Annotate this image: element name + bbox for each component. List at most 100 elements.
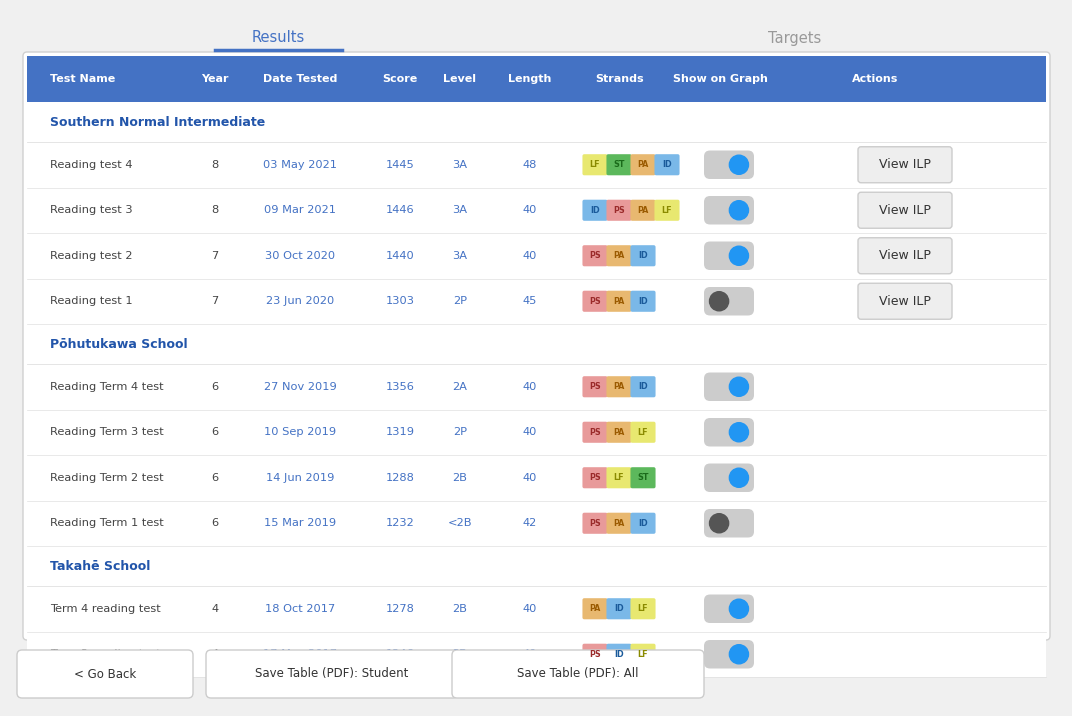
Text: Reading Term 3 test: Reading Term 3 test [50,427,164,437]
Text: 45: 45 [523,296,537,306]
FancyBboxPatch shape [630,376,656,397]
Text: Southern Normal Intermediate: Southern Normal Intermediate [50,115,265,128]
Text: PS: PS [613,205,625,215]
FancyBboxPatch shape [607,376,631,397]
Text: 1288: 1288 [386,473,415,483]
Text: 1278: 1278 [386,604,415,614]
FancyBboxPatch shape [27,56,1046,102]
Text: PS: PS [590,251,601,260]
Text: 6: 6 [211,518,219,528]
Text: ID: ID [638,251,647,260]
Text: 15 Mar 2019: 15 Mar 2019 [264,518,336,528]
FancyBboxPatch shape [206,650,458,698]
Text: 40: 40 [523,205,537,216]
Text: 6: 6 [211,427,219,437]
Text: 4: 4 [211,649,219,659]
FancyBboxPatch shape [704,196,754,225]
Text: 1445: 1445 [386,160,415,170]
Text: 1246: 1246 [386,649,414,659]
FancyBboxPatch shape [27,102,1046,142]
FancyBboxPatch shape [630,154,656,175]
Text: Save Table (PDF): All: Save Table (PDF): All [518,667,639,680]
Text: 1446: 1446 [386,205,414,216]
Text: Actions: Actions [852,74,898,84]
FancyBboxPatch shape [582,598,608,619]
Text: 4: 4 [211,604,219,614]
FancyBboxPatch shape [452,650,704,698]
FancyBboxPatch shape [27,586,1046,632]
Text: PA: PA [590,604,600,613]
FancyBboxPatch shape [27,546,1046,586]
Text: 40: 40 [523,427,537,437]
Text: ID: ID [614,649,624,659]
Text: 8: 8 [211,205,219,216]
FancyBboxPatch shape [704,241,754,270]
Text: PS: PS [590,519,601,528]
Text: Length: Length [508,74,552,84]
FancyBboxPatch shape [27,188,1046,233]
Text: 7: 7 [211,296,219,306]
FancyBboxPatch shape [27,410,1046,455]
FancyBboxPatch shape [654,200,680,221]
Text: Show on Graph: Show on Graph [672,74,768,84]
FancyBboxPatch shape [582,422,608,442]
Text: Reading test 1: Reading test 1 [50,296,133,306]
FancyBboxPatch shape [607,200,631,221]
FancyBboxPatch shape [27,324,1046,364]
Text: 14 Jun 2019: 14 Jun 2019 [266,473,334,483]
FancyBboxPatch shape [607,513,631,534]
Text: 3A: 3A [452,251,467,261]
Circle shape [729,155,748,174]
FancyBboxPatch shape [27,455,1046,500]
Circle shape [729,246,748,266]
FancyBboxPatch shape [630,513,656,534]
Text: PA: PA [613,296,625,306]
Text: <2B: <2B [448,518,473,528]
Text: Test Name: Test Name [50,74,116,84]
Text: LF: LF [661,205,672,215]
Text: < Go Back: < Go Back [74,667,136,680]
Text: View ILP: View ILP [879,295,930,308]
Text: LF: LF [590,160,600,169]
Text: 23 Jun 2020: 23 Jun 2020 [266,296,334,306]
FancyBboxPatch shape [704,509,754,538]
Text: 2B: 2B [452,604,467,614]
FancyBboxPatch shape [630,598,656,619]
Text: Pōhutukawa School: Pōhutukawa School [50,337,188,351]
FancyBboxPatch shape [704,372,754,401]
FancyBboxPatch shape [582,200,608,221]
Text: Term 4 reading test: Term 4 reading test [50,604,161,614]
Text: 2A: 2A [452,382,467,392]
Text: Reading test 2: Reading test 2 [50,251,133,261]
FancyBboxPatch shape [582,245,608,266]
Text: ID: ID [638,296,647,306]
FancyBboxPatch shape [607,291,631,311]
Text: LF: LF [614,473,624,483]
FancyBboxPatch shape [630,422,656,442]
Text: 2P: 2P [453,427,467,437]
Text: PA: PA [613,251,625,260]
Circle shape [729,468,748,488]
Text: Reading Term 1 test: Reading Term 1 test [50,518,164,528]
FancyBboxPatch shape [27,279,1046,324]
FancyBboxPatch shape [858,238,952,274]
Text: 6: 6 [211,473,219,483]
Text: Save Table (PDF): Student: Save Table (PDF): Student [255,667,408,680]
FancyBboxPatch shape [582,376,608,397]
Text: View ILP: View ILP [879,204,930,217]
FancyBboxPatch shape [630,644,656,664]
Text: Date Tested: Date Tested [263,74,338,84]
FancyBboxPatch shape [607,422,631,442]
Text: Reading Term 4 test: Reading Term 4 test [50,382,164,392]
Text: PS: PS [590,473,601,483]
Text: 2B: 2B [452,473,467,483]
Text: 10 Sep 2019: 10 Sep 2019 [264,427,336,437]
FancyBboxPatch shape [858,284,952,319]
Text: ID: ID [638,519,647,528]
FancyBboxPatch shape [630,468,656,488]
Text: 09 Mar 2021: 09 Mar 2021 [264,205,336,216]
Text: ID: ID [614,604,624,613]
Text: ID: ID [638,382,647,391]
FancyBboxPatch shape [27,233,1046,279]
FancyBboxPatch shape [607,468,631,488]
